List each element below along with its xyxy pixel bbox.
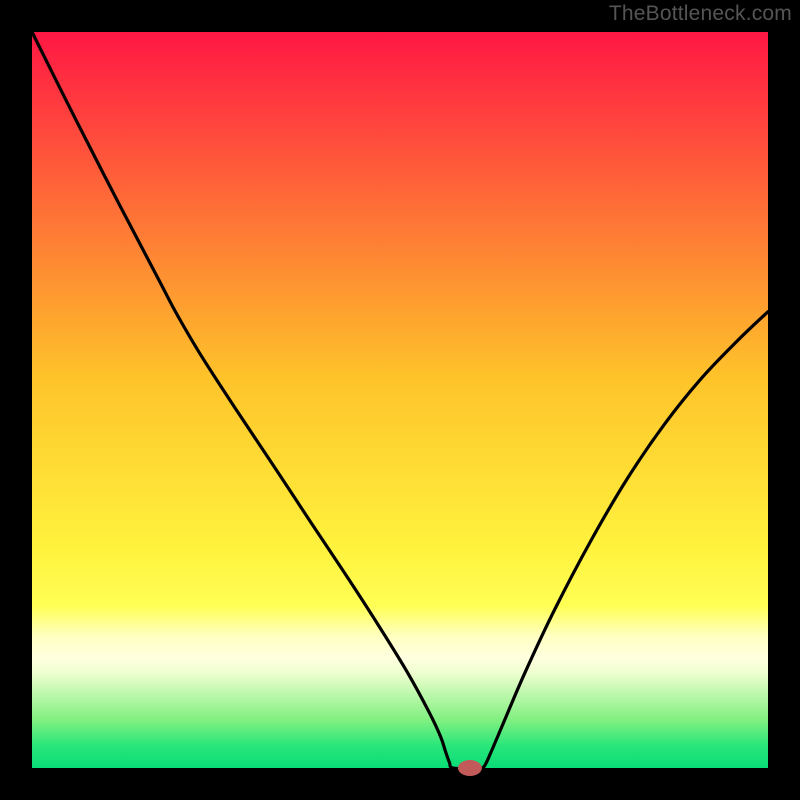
optimal-point-marker (458, 760, 482, 776)
chart-container: { "attribution": "TheBottleneck.com", "c… (0, 0, 800, 800)
bottleneck-chart (0, 0, 800, 800)
attribution-text: TheBottleneck.com (609, 2, 792, 26)
